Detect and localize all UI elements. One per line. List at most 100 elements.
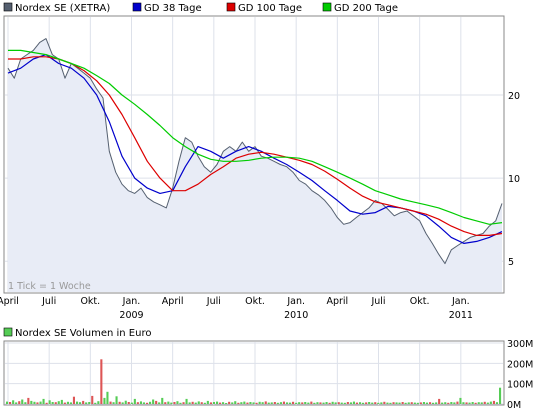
volume-bar (76, 401, 79, 404)
volume-bar (94, 402, 97, 404)
volume-bar (465, 402, 468, 404)
volume-bar (298, 402, 301, 404)
series-line-2 (8, 56, 503, 236)
volume-bar (48, 400, 51, 404)
x-tick-label: Juli (206, 296, 221, 307)
volume-bar (453, 402, 456, 404)
volume-bar (352, 401, 355, 404)
legend-label-gd38: GD 38 Tage (144, 3, 202, 14)
legend-main: Nordex SE (XETRA) GD 38 Tage GD 100 Tage… (3, 2, 398, 14)
volume-bar (340, 402, 343, 404)
volume-bar (130, 402, 133, 404)
volume-bar (319, 402, 322, 404)
price-area (8, 38, 502, 292)
x-tick-label: April (162, 296, 184, 307)
volume-bar (109, 401, 112, 404)
volume-bar (203, 402, 206, 404)
volume-bar (167, 401, 170, 404)
volume-bar (164, 402, 167, 404)
volume-bar (91, 395, 94, 404)
volume-bar (27, 397, 30, 404)
volume-y-tick-label: 300M (507, 339, 533, 350)
volume-bar (18, 401, 21, 404)
volume-bar (39, 401, 42, 404)
volume-bar (194, 402, 197, 404)
volume-bar (492, 400, 495, 404)
legend-label-price: Nordex SE (XETRA) (15, 3, 110, 14)
volume-bar (386, 402, 389, 404)
volume-bar (240, 402, 243, 404)
volume-bar (468, 402, 471, 404)
volume-bar (69, 402, 72, 404)
volume-bar (106, 391, 109, 404)
volume-bar (310, 401, 313, 404)
volume-bar (225, 403, 228, 404)
volume-bar (176, 401, 179, 404)
volume-bar (264, 401, 267, 404)
volume-bar (30, 400, 33, 404)
volume-bar (21, 399, 24, 404)
volume-bar (57, 401, 60, 404)
volume-bar (133, 398, 136, 404)
volume-bar (182, 402, 185, 404)
volume-bar (355, 402, 358, 404)
x-year-label: 2010 (284, 310, 308, 321)
x-tick-label: Jan. (122, 296, 141, 307)
x-tick-label: Okt. (80, 296, 100, 307)
volume-bar (447, 402, 450, 404)
volume-bar (228, 401, 231, 404)
volume-bar (72, 396, 75, 404)
volume-bar (219, 402, 222, 404)
volume-bar (362, 402, 365, 404)
volume-bar (149, 401, 152, 404)
volume-bar (349, 402, 352, 404)
volume-bar (289, 402, 292, 404)
volume-bar (404, 402, 407, 404)
volume-y-tick-label: 200M (507, 359, 533, 370)
volume-bar (374, 402, 377, 404)
series-line-3 (8, 49, 503, 225)
x-tick-label: Okt. (245, 296, 265, 307)
volume-bar (438, 398, 441, 404)
volume-bar (88, 402, 91, 404)
volume-bar (6, 401, 9, 404)
price-y-tick-label: 20 (508, 91, 520, 102)
legend-label-gd100: GD 100 Tage (238, 3, 302, 14)
volume-bar (441, 402, 444, 404)
series-line-1 (7, 54, 503, 244)
volume-bar (322, 402, 325, 404)
volume-bar (197, 401, 200, 404)
volume-bar (9, 402, 12, 404)
volume-bar (15, 402, 18, 404)
volume-bar (435, 402, 438, 404)
volume-bar (85, 402, 88, 404)
volume-bar (206, 400, 209, 404)
volume-bar (243, 401, 246, 404)
volume-bar (185, 398, 188, 404)
x-year-label: 2009 (119, 310, 143, 321)
volume-bar (276, 402, 279, 404)
volume-bar (24, 402, 27, 404)
volume-bar (170, 402, 173, 404)
volume-bar (100, 359, 103, 404)
volume-bar (331, 401, 334, 404)
volume-bar (118, 401, 121, 404)
volume-bar (115, 396, 118, 404)
volume-bar (255, 402, 258, 404)
volume-bar (222, 402, 225, 404)
x-tick-label: April (0, 296, 19, 307)
volume-bar (179, 402, 182, 404)
volume-bar (471, 402, 474, 404)
volume-y-tick-label: 100M (507, 380, 533, 391)
volume-bar (380, 402, 383, 404)
volume-bar (316, 402, 319, 404)
volume-bar (337, 402, 340, 404)
legend-swatch-price (3, 2, 13, 12)
volume-bar (112, 402, 115, 404)
volume-bar (286, 402, 289, 404)
volume-bar (127, 402, 130, 404)
volume-bar (483, 401, 486, 404)
volume-bar (495, 402, 498, 404)
volume-bar (66, 401, 69, 404)
volume-bar (258, 401, 261, 404)
